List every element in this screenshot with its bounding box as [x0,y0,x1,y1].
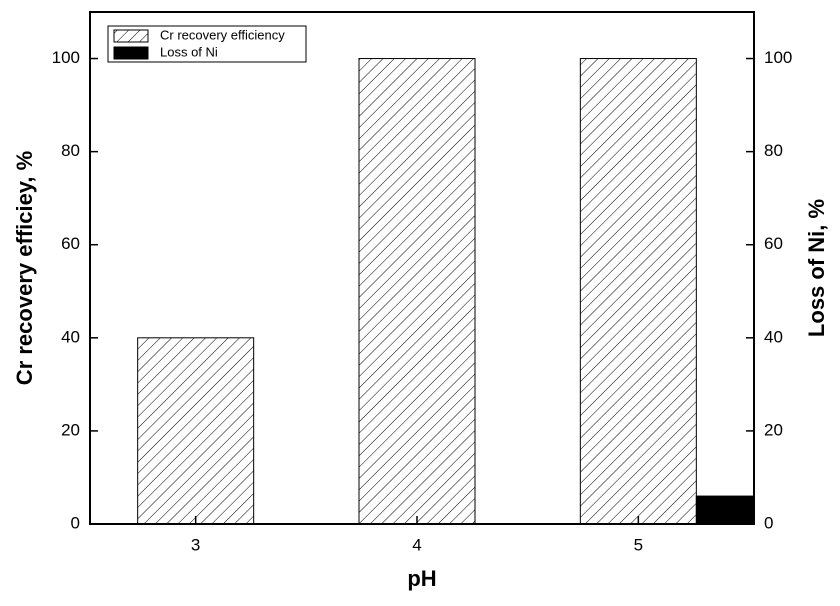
bar [695,495,754,524]
y-tick-label: 60 [61,234,80,253]
y-tick-label: 40 [61,327,80,346]
x-tick-label: 5 [634,535,643,554]
x-axis-label: pH [407,566,436,591]
plot-frame [89,11,755,525]
legend-label: Cr recovery efficiency [160,27,285,42]
x-tick-label: 3 [191,535,200,554]
y2-tick-label: 40 [764,327,783,346]
legend-swatch [113,29,149,43]
x-tick-label: 4 [412,535,421,554]
y2-tick-label: 100 [764,48,792,67]
y2-tick-label: 80 [764,141,783,160]
y2-tick-label: 60 [764,234,783,253]
y2-tick-label: 0 [764,513,773,532]
legend-swatch [113,46,149,60]
bar [579,58,697,524]
bar [137,337,255,524]
bar [358,58,476,524]
y2-axis-label: Loss of Ni, % [804,199,829,337]
y-tick-label: 80 [61,141,80,160]
bars [137,58,754,524]
y-tick-label: 0 [71,513,80,532]
y2-tick-label: 20 [764,420,783,439]
legend-label: Loss of Ni [160,44,218,59]
y-axis-label: Cr recovery efficiey, % [12,151,37,385]
y-tick-label: 100 [52,48,80,67]
y-tick-label: 20 [61,420,80,439]
